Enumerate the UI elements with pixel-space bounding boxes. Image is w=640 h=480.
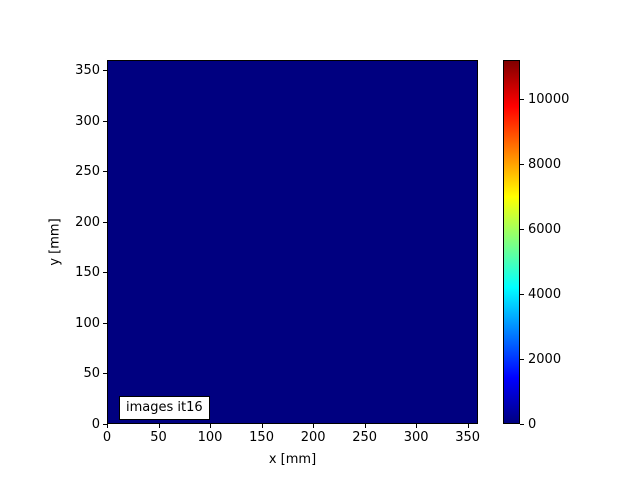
y-tick-label: 50 (83, 366, 100, 382)
colorbar (503, 60, 520, 424)
x-tick-label: 0 (102, 430, 112, 445)
x-tick-mark (313, 424, 315, 428)
x-tick-mark (364, 424, 366, 428)
colorbar-tick-label: 2000 (528, 352, 562, 367)
annotation-box: images it16 (119, 396, 210, 420)
x-tick-mark (416, 424, 418, 428)
x-tick-label: 350 (455, 430, 481, 445)
x-tick-mark (261, 424, 263, 428)
y-tick-mark (103, 171, 107, 173)
x-tick-label: 250 (352, 430, 378, 445)
colorbar-tick-mark (520, 359, 524, 360)
x-tick-label: 300 (403, 430, 429, 445)
y-tick-label: 300 (75, 113, 100, 129)
y-tick-mark (103, 373, 107, 375)
y-tick-label: 100 (75, 315, 100, 331)
colorbar-tick-label: 10000 (528, 92, 570, 107)
colorbar-tick-mark (520, 229, 524, 230)
colorbar-tick-label: 0 (528, 417, 537, 432)
x-tick-mark (158, 424, 160, 428)
y-tick-label: 200 (75, 214, 100, 230)
y-tick-mark (103, 322, 107, 324)
x-tick-mark (467, 424, 469, 428)
x-axis-label: x [mm] (268, 452, 317, 467)
colorbar-tick-mark (520, 99, 524, 100)
x-tick-label: 100 (197, 430, 223, 445)
x-tick-label: 50 (150, 430, 167, 445)
y-tick-label: 0 (91, 417, 100, 432)
x-tick-label: 150 (249, 430, 274, 445)
colorbar-tick-mark (520, 294, 524, 295)
y-tick-mark (103, 70, 107, 72)
y-axis-label: y [mm] (47, 218, 63, 266)
y-tick-label: 350 (75, 63, 100, 79)
colorbar-tick-label: 6000 (528, 222, 562, 237)
y-tick-mark (103, 424, 107, 425)
x-tick-mark (210, 424, 212, 428)
y-tick-label: 250 (75, 164, 100, 180)
colorbar-tick-mark (520, 424, 524, 425)
x-tick-mark (107, 424, 108, 428)
y-tick-label: 150 (75, 265, 100, 281)
y-tick-mark (103, 120, 107, 122)
annotation-text: images it16 (126, 400, 203, 415)
x-tick-label: 200 (300, 430, 326, 445)
heatmap-plot-area: images it16 (107, 60, 478, 424)
y-tick-mark (103, 221, 107, 223)
colorbar-tick-label: 4000 (528, 287, 562, 302)
y-tick-mark (103, 272, 107, 274)
colorbar-tick-label: 8000 (528, 157, 562, 172)
colorbar-tick-mark (520, 164, 524, 165)
